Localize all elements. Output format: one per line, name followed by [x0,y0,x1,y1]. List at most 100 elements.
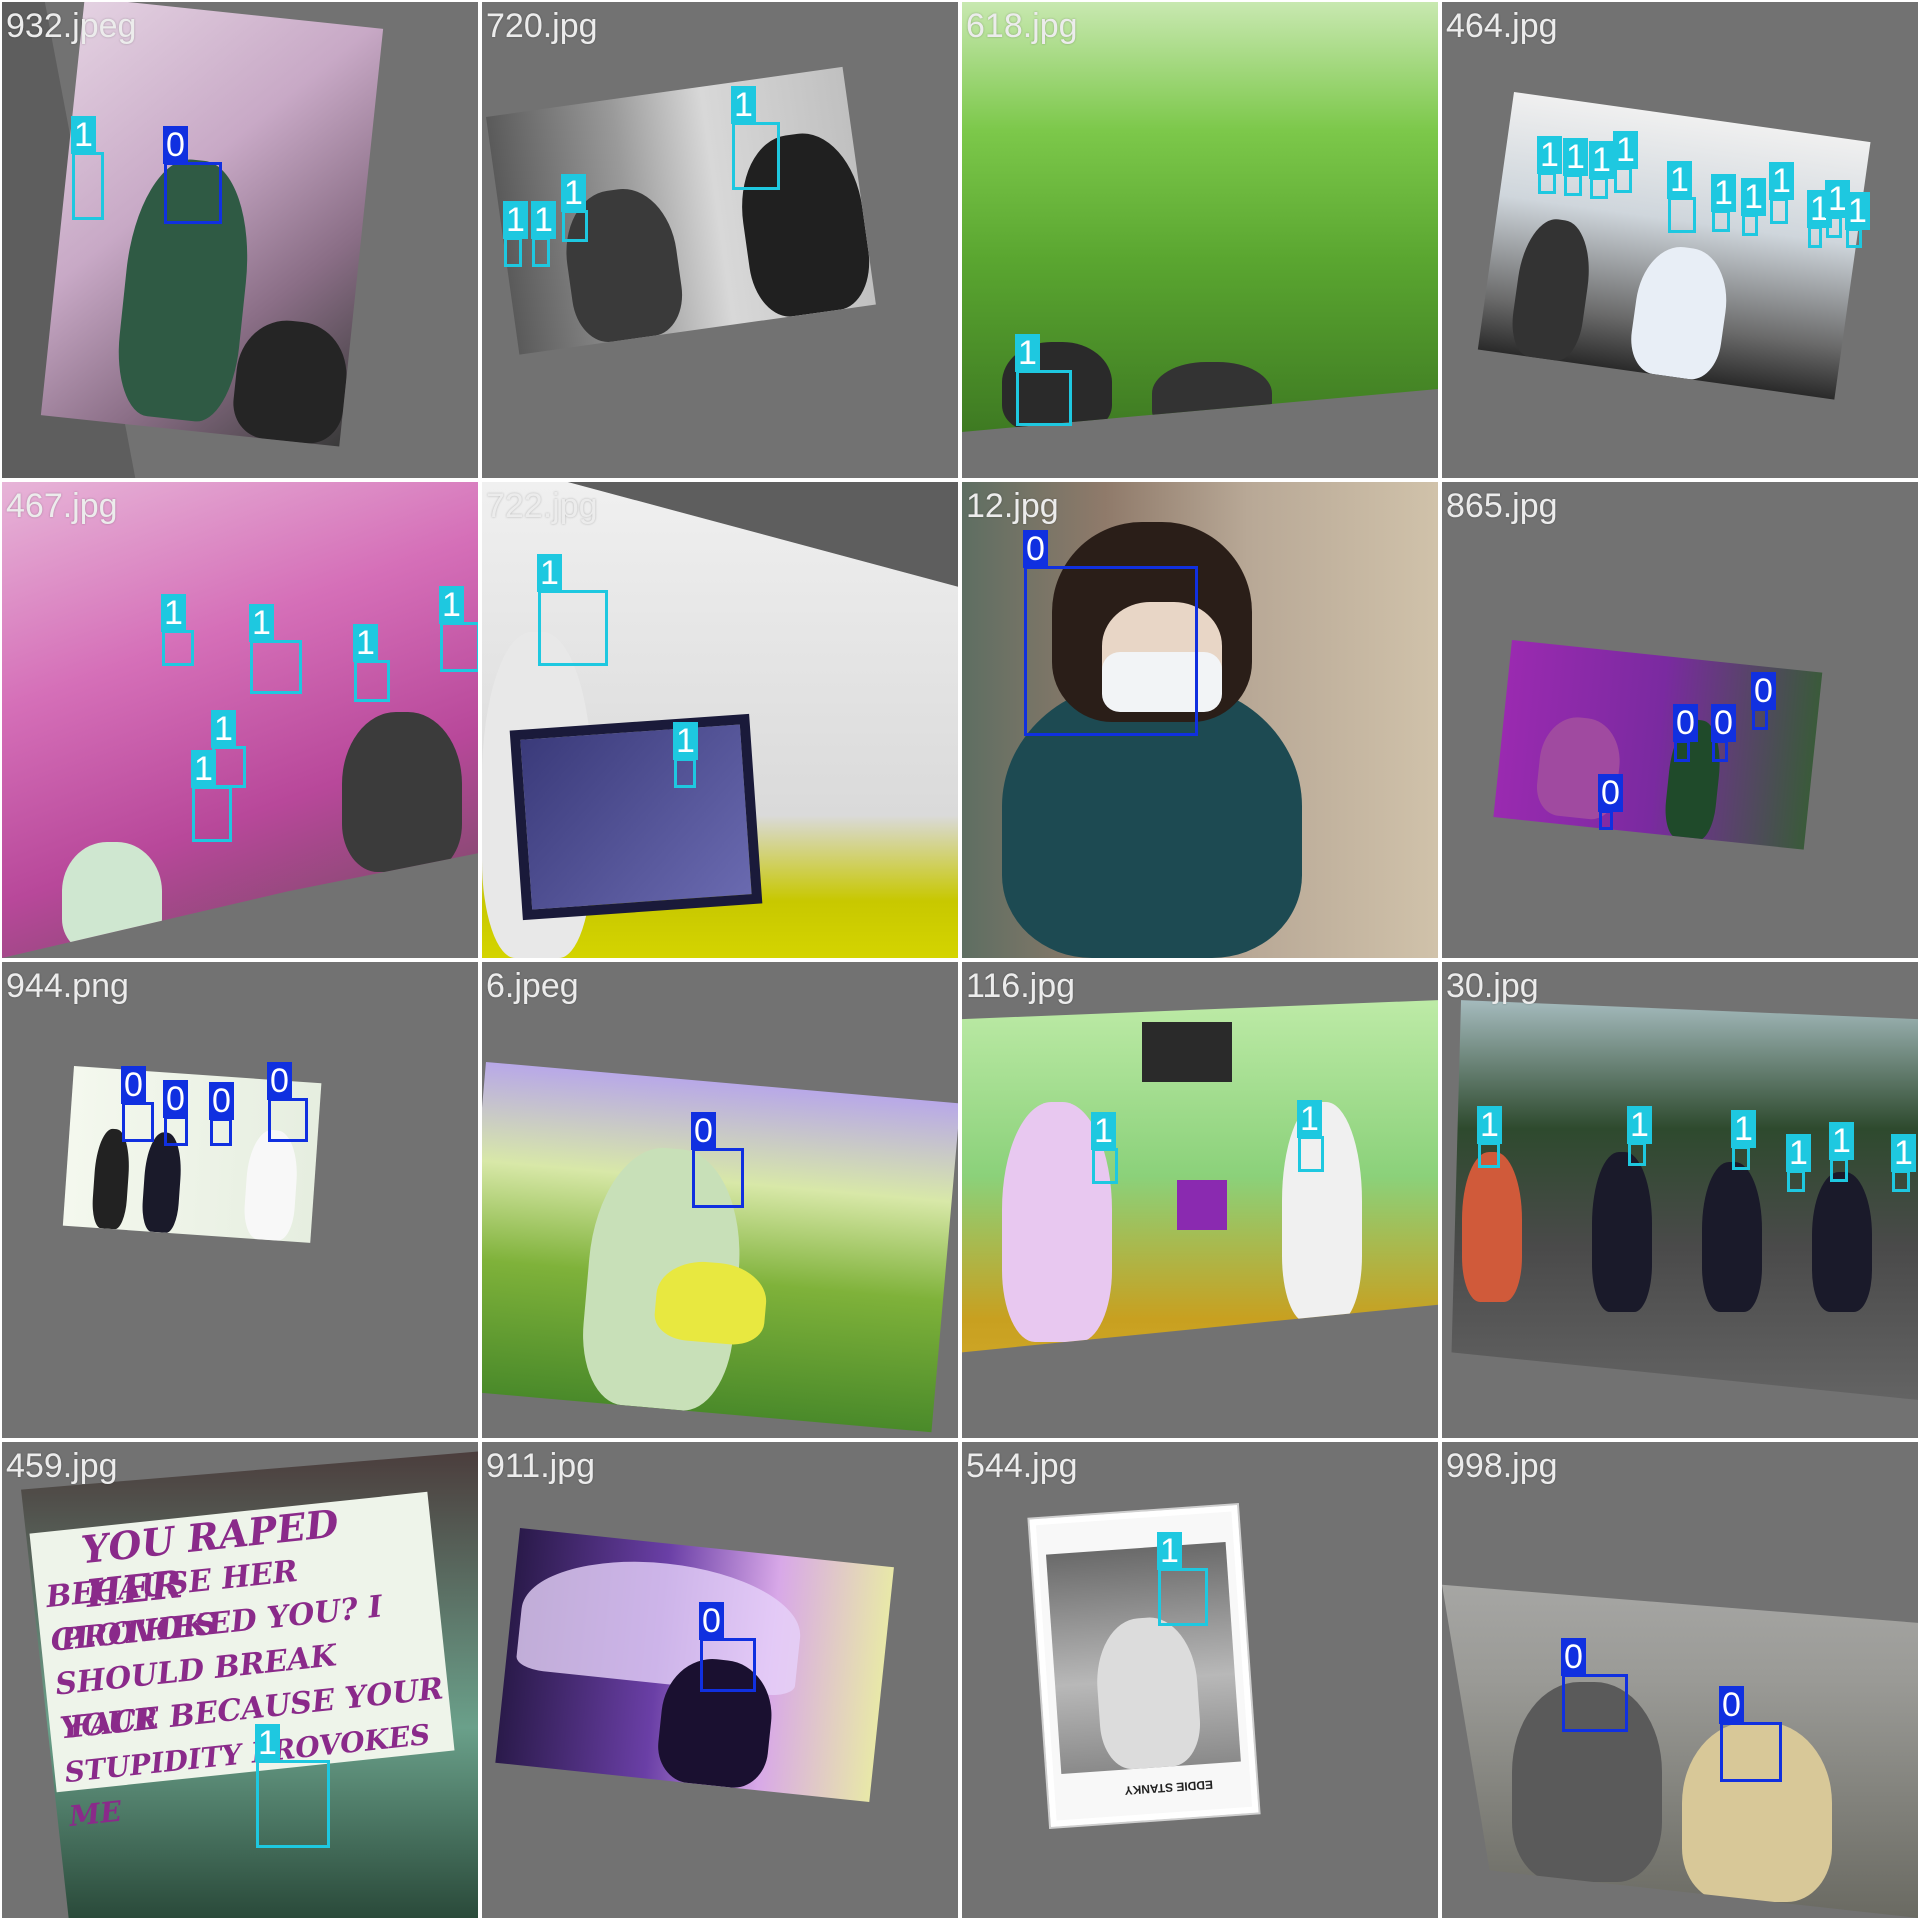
class-label: 0 [267,1062,292,1100]
detection-box [256,1760,330,1848]
tile-116: 116.jpg 1 1 [962,962,1438,1438]
detection-box [1830,1158,1848,1182]
card-name: EDDIE STANKY [1124,1777,1214,1798]
detection-box [1846,228,1862,248]
detection-box [192,786,232,842]
class-label: 1 [673,722,698,760]
photo-618 [962,2,1438,432]
detection-box [1668,197,1696,233]
filename-label: 618.jpg [966,7,1078,45]
detection-box [1158,1568,1208,1626]
detection-box [164,1116,188,1146]
class-label: 1 [1741,178,1766,216]
photo-459: YOU RAPED HER BECAUSE HER CLOTHES PROVOK… [21,1451,478,1918]
tile-998: 998.jpg 0 0 [1442,1442,1918,1918]
class-label: 1 [1627,1106,1652,1144]
class-label: 0 [1719,1686,1744,1724]
class-label: 1 [1829,1122,1854,1160]
class-label: 1 [537,554,562,592]
tile-911: 911.jpg 0 [482,1442,958,1918]
class-label: 1 [249,604,274,642]
detection-box [1614,167,1632,193]
class-label: 0 [1711,704,1736,742]
tile-544: EDDIE STANKY 544.jpg 1 [962,1442,1438,1918]
class-label: 1 [353,624,378,662]
filename-label: 865.jpg [1446,487,1558,525]
class-label: 1 [1091,1112,1116,1150]
detection-box [700,1638,756,1692]
detection-box [1720,1722,1782,1782]
filename-label: 116.jpg [966,967,1076,1005]
filename-label: 720.jpg [486,7,598,45]
class-label: 1 [1477,1106,1502,1144]
class-label: 0 [121,1066,146,1104]
class-label: 1 [1845,192,1870,230]
detection-box [212,746,246,788]
detection-box [532,237,550,267]
class-label: 1 [1891,1134,1916,1172]
filename-label: 544.jpg [966,1447,1078,1485]
class-label: 1 [531,201,556,239]
class-label: 1 [71,116,96,154]
filename-label: 911.jpg [486,1447,596,1485]
photo-998 [1442,1584,1918,1918]
class-label: 1 [1157,1532,1182,1570]
tile-12: 12.jpg 0 [962,482,1438,958]
class-label: 0 [1673,704,1698,742]
class-label: 0 [163,126,188,164]
class-label: 1 [1731,1110,1756,1148]
class-label: 0 [1598,774,1623,812]
class-label: 1 [1589,141,1614,179]
detection-box [1674,740,1690,762]
detection-box [1712,740,1728,762]
class-label: 0 [163,1080,188,1118]
detection-box [562,210,588,242]
class-label: 0 [1023,530,1048,568]
tile-932: 932.jpeg 1 0 [2,2,478,478]
photo-116 [962,1000,1438,1353]
filename-label: 998.jpg [1446,1447,1558,1485]
detection-box [692,1148,744,1208]
detection-box [268,1098,308,1142]
class-label: 0 [699,1602,724,1640]
detection-box [1808,226,1822,248]
photo-911 [495,1528,894,1803]
detection-box [210,1118,232,1146]
photo-467 [2,482,478,958]
detection-box [440,622,478,672]
class-label: 1 [211,710,236,748]
class-label: 1 [561,174,586,212]
filename-label: 12.jpg [966,487,1059,525]
class-label: 0 [1751,672,1776,710]
detection-box [122,1102,154,1142]
filename-label: 30.jpg [1446,967,1539,1005]
detection-box [1478,1142,1500,1168]
class-label: 1 [503,201,528,239]
detection-box [1564,174,1582,196]
tile-6: 6.jpeg 0 [482,962,958,1438]
class-label: 1 [1015,334,1040,372]
detection-box [732,122,780,190]
detection-box [250,640,302,694]
tile-618: 618.jpg 1 [962,2,1438,478]
detection-box [674,758,696,788]
class-label: 1 [191,750,216,788]
detection-box [1092,1148,1118,1184]
detection-box [1826,216,1842,238]
filename-label: 467.jpg [6,487,118,525]
photo-544: EDDIE STANKY [1029,1505,1259,1827]
filename-label: 722.jpg [486,487,598,525]
class-label: 1 [439,586,464,624]
class-label: 1 [1711,174,1736,212]
detection-box [1770,198,1788,224]
filename-label: 459.jpg [6,1447,118,1485]
filename-label: 932.jpeg [6,7,137,45]
detection-box [164,162,222,224]
detection-box [1590,177,1608,199]
detection-box [1298,1136,1324,1172]
